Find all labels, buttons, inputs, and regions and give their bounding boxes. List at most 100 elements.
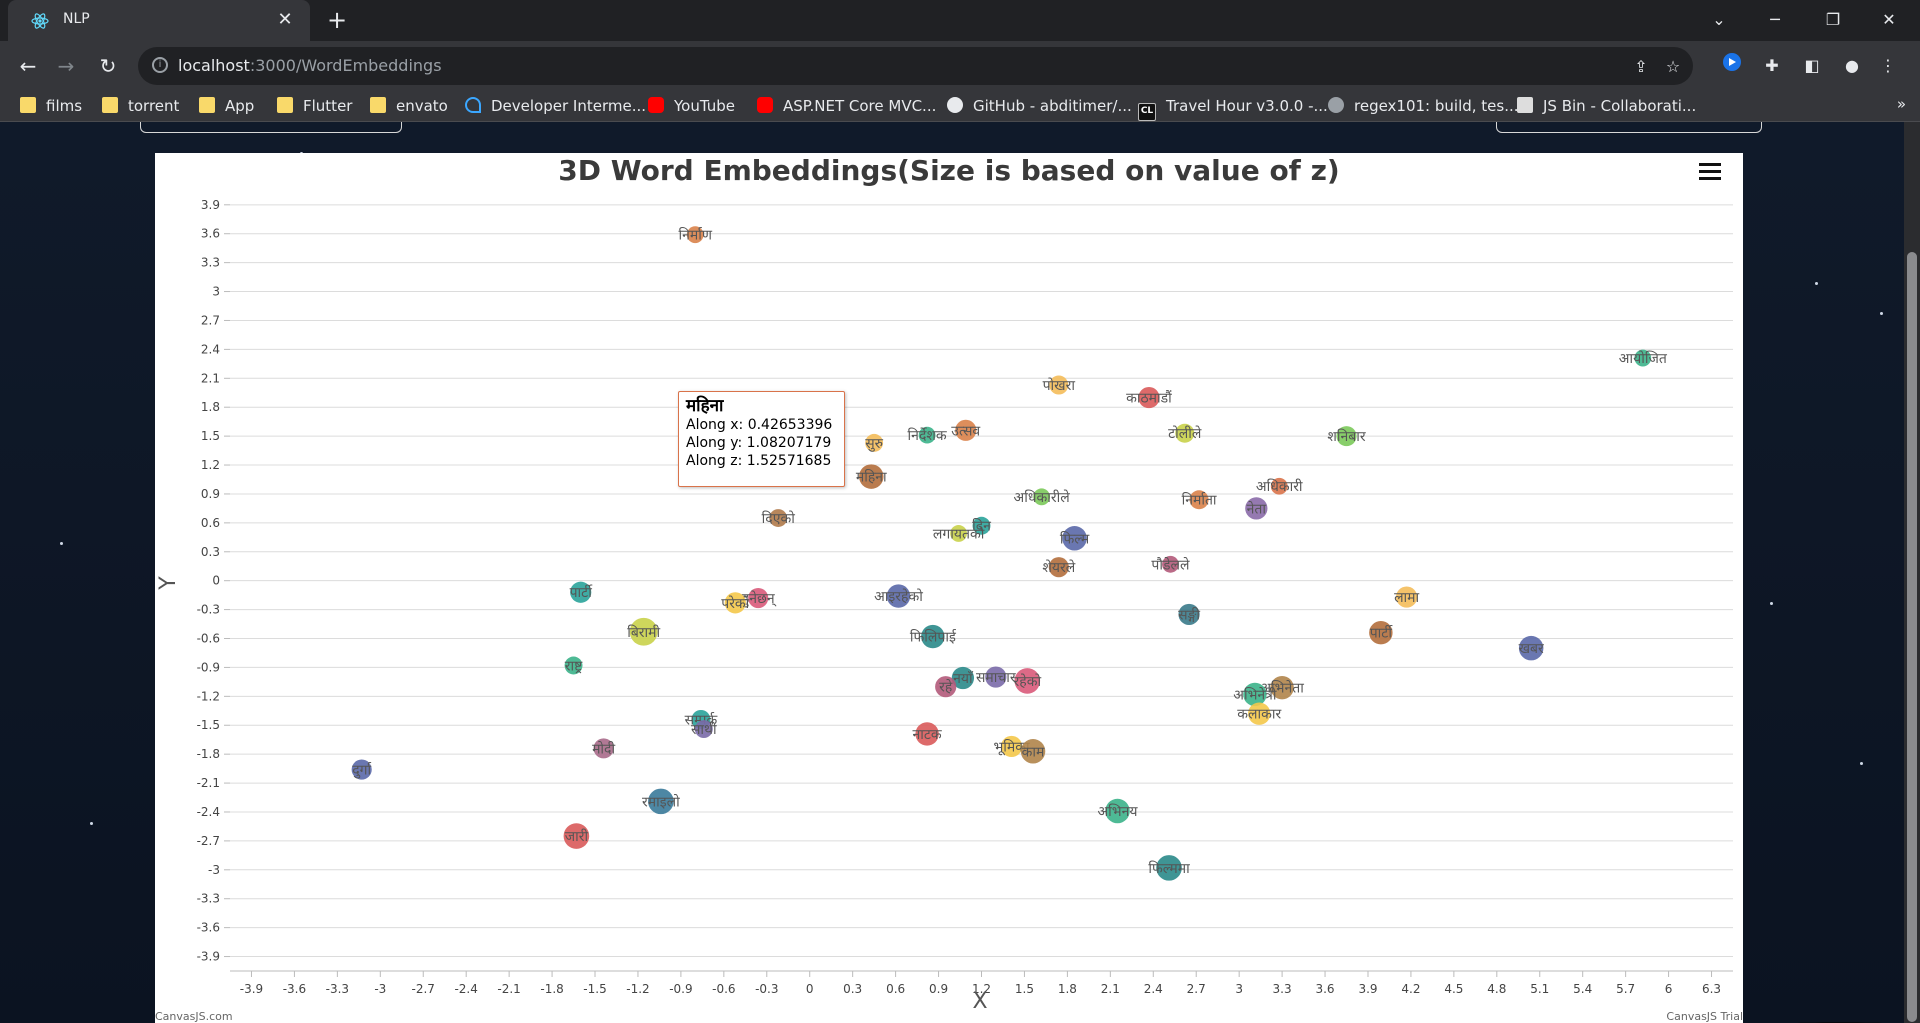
point-marker[interactable]: [1138, 386, 1160, 409]
scatter-point[interactable]: समाचार: [976, 666, 1016, 688]
scatter-point[interactable]: शेयरले: [1042, 557, 1076, 578]
point-marker[interactable]: [1336, 426, 1357, 447]
scatter-point[interactable]: नयाँ: [951, 666, 975, 690]
bookmark-envato[interactable]: envato: [370, 95, 448, 117]
scatter-point[interactable]: पार्टी: [570, 581, 594, 603]
scatter-point[interactable]: मोदी: [592, 738, 616, 759]
scatter-point[interactable]: नाटक: [912, 722, 942, 746]
close-tab-icon[interactable]: ✕: [277, 9, 293, 30]
scatter-point[interactable]: फिलिपाई: [910, 624, 957, 649]
bookmark-flutter[interactable]: Flutter: [277, 95, 352, 117]
scatter-point[interactable]: शनिबार: [1327, 426, 1366, 447]
bookmark-regex101[interactable]: regex101: build, tes...: [1328, 95, 1519, 117]
scatter-point[interactable]: साथी: [691, 720, 717, 738]
share-icon[interactable]: ⇪: [1634, 57, 1648, 76]
point-marker[interactable]: [563, 823, 590, 849]
scatter-point[interactable]: दुर्गा: [351, 759, 373, 780]
url-text[interactable]: localhost:3000/WordEmbeddings: [178, 56, 442, 75]
top-left-button[interactable]: [140, 122, 402, 133]
point-marker[interactable]: [1178, 603, 1200, 626]
point-marker[interactable]: [985, 666, 1007, 688]
scatter-point[interactable]: कलाकार: [1237, 702, 1281, 725]
point-marker[interactable]: [1105, 798, 1130, 824]
address-bar[interactable]: i localhost:3000/WordEmbeddings ⇪ ☆: [138, 47, 1693, 85]
scatter-point[interactable]: दिन: [972, 516, 991, 535]
point-marker[interactable]: [1020, 739, 1046, 764]
scatter-point[interactable]: फिल्म: [1060, 526, 1090, 551]
scatter-point[interactable]: निर्माता: [1182, 490, 1217, 510]
scatter-point[interactable]: आयोजित: [1619, 349, 1668, 367]
point-marker[interactable]: [1270, 477, 1288, 495]
more-bookmarks-icon[interactable]: »: [1896, 95, 1906, 113]
point-marker[interactable]: [1033, 488, 1051, 506]
menu-kebab-icon[interactable]: ⋮: [1880, 56, 1896, 75]
reload-icon[interactable]: ↻: [99, 54, 117, 78]
scatter-point[interactable]: अभिनय: [1097, 798, 1138, 824]
scatter-point[interactable]: महिना: [856, 464, 887, 489]
point-marker[interactable]: [859, 464, 884, 489]
page-scrollbar[interactable]: [1904, 122, 1920, 1023]
restore-icon[interactable]: ❐: [1825, 10, 1841, 29]
scatter-point[interactable]: निर्माण: [678, 226, 713, 244]
bookmark-star-icon[interactable]: ☆: [1665, 57, 1681, 76]
point-marker[interactable]: [915, 722, 939, 746]
scatter-point[interactable]: रमाइलो: [642, 788, 680, 815]
bookmark-torrent[interactable]: torrent: [102, 95, 179, 117]
chart-menu-icon[interactable]: [1699, 163, 1721, 181]
bookmark-films[interactable]: films: [20, 95, 82, 117]
point-marker[interactable]: [1248, 702, 1271, 725]
top-right-button[interactable]: [1496, 122, 1762, 133]
point-marker[interactable]: [935, 676, 957, 698]
point-marker[interactable]: [1369, 621, 1393, 645]
point-marker[interactable]: [955, 419, 977, 441]
point-marker[interactable]: [1245, 497, 1268, 520]
extensions-puzzle-icon[interactable]: ✚: [1765, 56, 1779, 75]
point-marker[interactable]: [629, 617, 658, 646]
scatter-point[interactable]: सुरु: [865, 433, 884, 452]
scatter-point[interactable]: अधिकारी: [1256, 477, 1303, 495]
scatter-point[interactable]: दिएको: [762, 509, 796, 527]
credit-left[interactable]: CanvasJS.com: [155, 1010, 233, 1023]
scatter-point[interactable]: पार्टी: [1369, 621, 1393, 645]
new-tab-icon[interactable]: +: [326, 6, 348, 34]
profile-avatar-icon[interactable]: ●: [1845, 56, 1859, 75]
point-marker[interactable]: [1243, 682, 1267, 707]
point-marker[interactable]: [865, 433, 884, 452]
point-marker[interactable]: [951, 666, 975, 690]
scatter-point[interactable]: अधिकारीले: [1014, 488, 1071, 506]
scatter-point[interactable]: परेको: [721, 592, 750, 614]
scatter-point[interactable]: नेता: [1245, 497, 1268, 520]
point-marker[interactable]: [724, 592, 746, 614]
scatter-point[interactable]: पोखरा: [1043, 375, 1076, 395]
point-marker[interactable]: [950, 525, 967, 542]
window-close-icon[interactable]: ✕: [1882, 10, 1896, 29]
point-marker[interactable]: [1062, 526, 1087, 551]
scatter-point[interactable]: निर्देशक: [908, 426, 947, 444]
scatter-point[interactable]: पौडेलले: [1151, 555, 1190, 573]
point-marker[interactable]: [748, 587, 769, 609]
tab-search-icon[interactable]: ⌄: [1712, 10, 1726, 29]
point-marker[interactable]: [1162, 555, 1179, 573]
site-info-icon[interactable]: i: [152, 57, 168, 73]
point-marker[interactable]: [593, 738, 614, 759]
point-marker[interactable]: [686, 226, 704, 244]
extension-icon[interactable]: [1718, 52, 1746, 80]
scatter-point[interactable]: बिरामी: [627, 617, 661, 646]
browser-tab[interactable]: NLP ✕: [8, 0, 310, 41]
point-marker[interactable]: [918, 426, 936, 444]
bookmark-jsbin[interactable]: JS Bin - Collaborati...: [1517, 95, 1696, 117]
scrollbar-thumb[interactable]: [1907, 252, 1917, 1022]
side-panel-icon[interactable]: ◧: [1804, 56, 1820, 75]
scatter-point[interactable]: अभिनेता: [1260, 675, 1304, 700]
scatter-point[interactable]: फिल्ममा: [1148, 855, 1190, 881]
point-marker[interactable]: [1518, 635, 1544, 661]
scatter-point[interactable]: रहेको: [1014, 668, 1042, 694]
bookmark-app[interactable]: App: [199, 95, 254, 117]
point-marker[interactable]: [1000, 735, 1023, 758]
bookmark-github[interactable]: GitHub - abditimer/...: [947, 95, 1132, 117]
point-marker[interactable]: [1049, 375, 1069, 395]
scatter-point[interactable]: रहे: [935, 676, 957, 698]
scatter-point[interactable]: आइरहेको: [874, 584, 923, 608]
scatter-point[interactable]: टोलीले: [1168, 423, 1202, 443]
point-marker[interactable]: [921, 624, 945, 649]
